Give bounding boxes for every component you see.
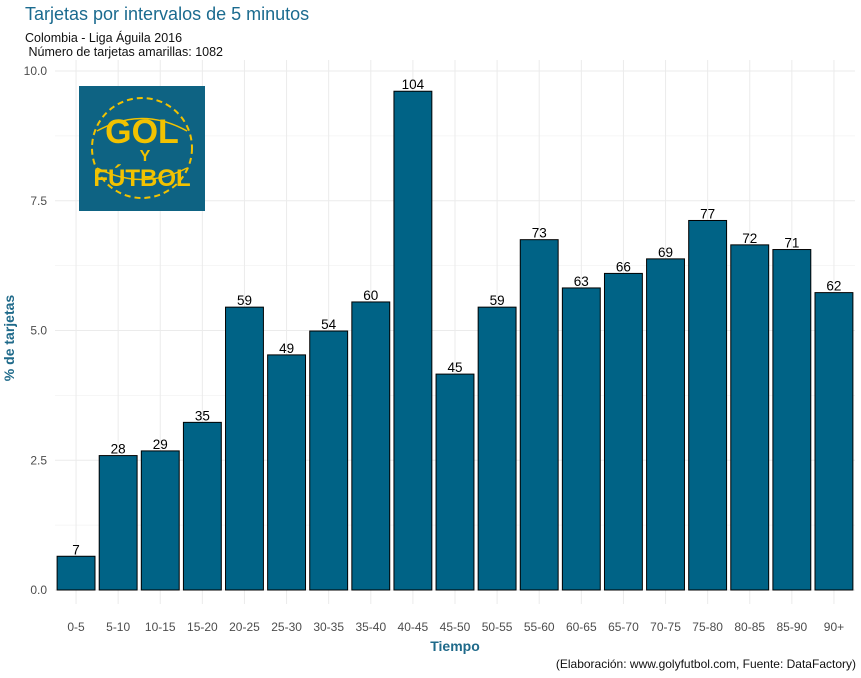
y-tick-label: 0.0 [30, 583, 47, 597]
bar-90+ [814, 292, 854, 591]
x-tick-label: 75-80 [692, 620, 723, 634]
chart-caption: (Elaboración: www.golyfutbol.com, Fuente… [555, 657, 856, 671]
data-label: 63 [574, 274, 589, 289]
bar-45-50 [435, 373, 475, 591]
x-tick-label: 35-40 [355, 620, 386, 634]
x-tick-label: 40-45 [398, 620, 429, 634]
data-label: 35 [195, 408, 210, 423]
y-tick-label: 2.5 [30, 453, 47, 467]
data-label: 66 [616, 259, 631, 274]
bar-40-45 [393, 90, 433, 591]
bar-5-10 [98, 455, 138, 591]
x-tick-label: 60-65 [566, 620, 597, 634]
x-tick-label: 30-35 [313, 620, 344, 634]
chart-title: Tarjetas por intervalos de 5 minutos [25, 4, 310, 24]
bar-0-5 [56, 555, 96, 591]
bar-80-85 [730, 244, 770, 591]
data-label: 45 [447, 360, 462, 375]
data-label: 28 [111, 442, 126, 457]
bar-10-15 [140, 450, 180, 591]
bar-60-65 [561, 287, 601, 591]
x-axis-title: Tiempo [430, 638, 480, 654]
logo-graphic: GOL Y FÚTBOL [91, 97, 193, 199]
y-axis-title: % de tarjetas [1, 295, 17, 382]
gol-y-futbol-logo: GOL Y FÚTBOL [79, 86, 205, 211]
x-tick-label: 25-30 [271, 620, 302, 634]
bar-50-55 [477, 306, 517, 591]
data-label: 49 [279, 341, 294, 356]
bar-70-75 [646, 258, 685, 591]
data-label: 60 [363, 288, 378, 303]
x-tick-label: 10-15 [145, 620, 176, 634]
subtitle-line-league: Colombia - Liga Águila 2016 [25, 31, 183, 45]
x-tick-label: 5-10 [106, 620, 130, 634]
x-tick-label: 55-60 [524, 620, 555, 634]
x-tick-label: 50-55 [482, 620, 513, 634]
data-label: 59 [237, 293, 252, 308]
data-label: 54 [321, 317, 337, 332]
logo-ball-outline [91, 97, 193, 199]
data-label: 104 [402, 77, 425, 92]
x-tick-label: 45-50 [440, 620, 471, 634]
chart-subtitle: Colombia - Liga Águila 2016 Número de ta… [25, 31, 223, 59]
x-tick-label: 80-85 [734, 620, 765, 634]
x-tick-label: 15-20 [187, 620, 218, 634]
bar-25-30 [267, 354, 307, 591]
y-tick-label: 10.0 [24, 64, 48, 78]
bar-30-35 [309, 330, 349, 591]
x-tick-label: 85-90 [776, 620, 807, 634]
bar-15-20 [182, 421, 222, 591]
bar-35-40 [351, 301, 391, 591]
logo-ball-seam-top [96, 117, 188, 132]
y-tick-label: 5.0 [30, 324, 47, 338]
x-tick-label: 65-70 [608, 620, 639, 634]
data-label: 62 [826, 279, 841, 294]
data-label: 7 [72, 542, 80, 557]
data-label: 72 [742, 231, 757, 246]
y-tick-label: 7.5 [30, 194, 47, 208]
x-tick-label: 0-5 [67, 620, 85, 634]
logo-text-gol: GOL [105, 113, 179, 151]
x-tick-label: 20-25 [229, 620, 260, 634]
bar-75-80 [688, 219, 728, 591]
data-label: 71 [784, 236, 799, 251]
bar-55-60 [519, 239, 559, 591]
logo-ball-seam-bottom [96, 167, 188, 181]
logo-text-futbol: FÚTBOL [93, 164, 190, 192]
data-label: 29 [153, 437, 168, 452]
bar-20-25 [225, 306, 264, 591]
subtitle-line-count: Número de tarjetas amarillas: 1082 [25, 45, 224, 59]
data-label: 69 [658, 245, 673, 260]
data-label: 59 [490, 293, 505, 308]
data-label: 77 [700, 206, 715, 221]
bar-85-90 [772, 249, 812, 591]
x-tick-label: 70-75 [650, 620, 681, 634]
logo-text-y: Y [140, 148, 151, 165]
data-label: 73 [532, 226, 547, 241]
bar-65-70 [603, 272, 643, 591]
x-tick-label: 90+ [824, 620, 844, 634]
